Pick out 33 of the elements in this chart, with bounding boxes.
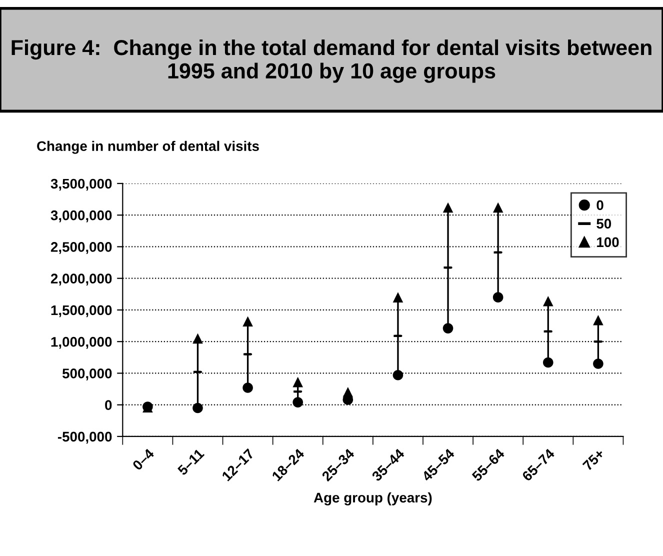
y-tick-label: 0: [105, 400, 112, 410]
point: [192, 402, 203, 414]
point: [492, 202, 504, 213]
point: [593, 314, 604, 326]
point: [392, 292, 404, 302]
point: [392, 370, 404, 380]
y-axis-title: Change in number of dental visits: [37, 140, 259, 154]
y-tick-label: 500,000: [62, 368, 112, 380]
legend-label: 50: [596, 218, 612, 229]
point: [242, 316, 253, 327]
legend-label: 0: [596, 200, 604, 210]
y-tick-label: 1,000,000: [51, 336, 112, 349]
point: [492, 292, 504, 302]
point: [442, 323, 454, 334]
x-tick-label: 75+: [582, 448, 606, 472]
point: [542, 296, 554, 306]
y-tick-label: 3,000,000: [50, 210, 112, 222]
x-axis-title: Age group (years): [314, 492, 432, 506]
y-tick-label: 1,500,000: [51, 305, 112, 318]
y-tick-label: 2,000,000: [50, 274, 112, 286]
point: [542, 357, 554, 368]
point: [593, 358, 604, 369]
y-tick-label: 2,500,000: [50, 242, 112, 254]
point: [192, 333, 203, 344]
x-tick-label: 0–4: [132, 448, 155, 471]
legend-label: 100: [597, 237, 619, 248]
point: [292, 397, 304, 408]
point: [292, 376, 304, 388]
y-tick-label: -500,000: [58, 432, 112, 444]
y-tick-label: 3,500,000: [50, 178, 112, 191]
point: [242, 382, 253, 393]
point: [442, 202, 454, 213]
chart-title: Figure 4: Change in the total demand for dental visits between 1995 and 2010 by 10 age groups: [12, 39, 652, 83]
